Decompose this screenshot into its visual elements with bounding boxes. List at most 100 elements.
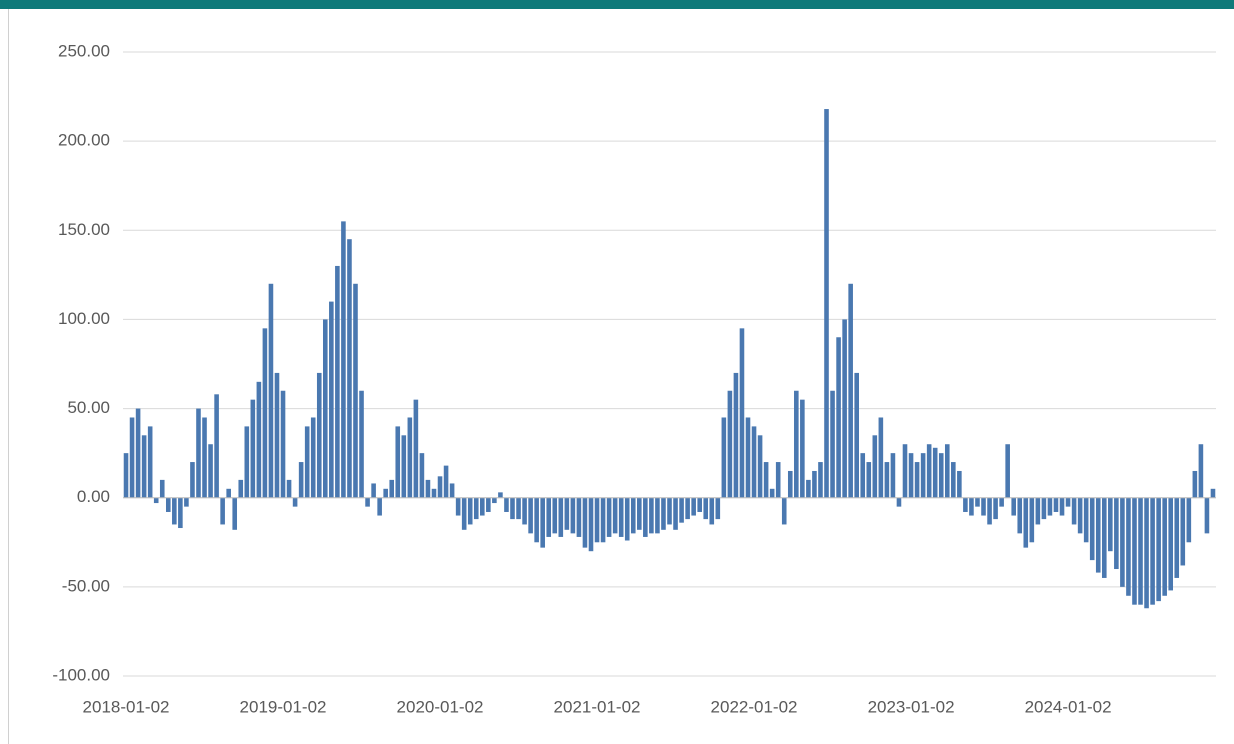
bar <box>836 337 841 498</box>
y-tick-label: 200.00 <box>58 131 110 150</box>
bar <box>655 497 660 534</box>
bar <box>926 444 932 498</box>
bar <box>944 444 950 498</box>
bar <box>709 497 715 525</box>
y-tick-label: 150.00 <box>58 220 110 239</box>
bar <box>141 435 147 498</box>
bar <box>920 453 926 498</box>
bar <box>812 470 817 498</box>
bar <box>498 492 503 498</box>
bar <box>1077 497 1083 534</box>
bar <box>987 497 992 525</box>
bar <box>323 319 328 498</box>
bar <box>129 417 135 498</box>
bar <box>280 390 286 498</box>
bar <box>365 497 370 507</box>
bar <box>606 497 612 537</box>
bar <box>1029 497 1035 543</box>
bar <box>558 497 564 537</box>
bar <box>371 483 376 498</box>
bar <box>854 372 859 498</box>
bar <box>818 462 823 498</box>
x-tick-label: 2020-01-02 <box>397 697 484 716</box>
bar <box>1138 497 1143 605</box>
bar <box>178 497 183 529</box>
bar <box>582 497 588 548</box>
bar <box>806 479 811 498</box>
bar <box>932 447 938 498</box>
bar <box>341 221 346 498</box>
bar <box>516 497 521 520</box>
bar <box>196 408 201 498</box>
bar <box>449 483 455 498</box>
bar <box>570 497 576 534</box>
bar <box>649 497 654 534</box>
x-tick-label: 2024-01-02 <box>1025 697 1112 716</box>
bar <box>576 497 582 537</box>
bar <box>232 497 238 530</box>
bar <box>751 426 757 498</box>
bar <box>202 417 207 498</box>
bar <box>546 497 552 537</box>
bar <box>461 497 467 530</box>
bar <box>552 497 558 534</box>
bar <box>298 462 304 498</box>
bar <box>679 497 684 523</box>
bar <box>999 497 1004 507</box>
bar <box>335 265 340 498</box>
bar <box>329 301 334 498</box>
bar <box>419 453 425 498</box>
bar <box>914 462 920 498</box>
bar <box>667 497 672 525</box>
bar <box>1083 497 1089 543</box>
bar <box>504 497 509 512</box>
bar <box>1186 497 1192 543</box>
bar <box>1198 444 1204 498</box>
bar <box>123 453 129 498</box>
x-tick-label: 2022-01-02 <box>711 697 798 716</box>
bar <box>1065 497 1071 507</box>
bar <box>214 394 219 498</box>
bar <box>268 283 274 498</box>
bar <box>1168 497 1174 591</box>
bar <box>775 462 781 498</box>
bar <box>135 408 141 498</box>
bar <box>787 470 793 498</box>
x-tick-label: 2018-01-02 <box>83 697 170 716</box>
bar <box>208 444 213 498</box>
bar <box>588 497 594 552</box>
bar <box>1011 497 1016 516</box>
bar <box>1101 497 1107 578</box>
bar <box>963 497 968 512</box>
bar <box>1156 497 1161 602</box>
bar <box>359 390 364 498</box>
bar <box>413 399 419 498</box>
bar <box>1210 488 1216 498</box>
bar <box>739 328 745 498</box>
bar <box>1126 497 1131 596</box>
bar <box>890 453 896 498</box>
y-tick-label: 250.00 <box>58 41 110 60</box>
bar <box>661 497 666 530</box>
bar <box>147 426 153 498</box>
bar <box>437 476 443 498</box>
bar <box>975 497 980 507</box>
bar <box>165 497 171 512</box>
bar <box>600 497 606 543</box>
bar <box>153 497 159 504</box>
bar <box>769 488 775 498</box>
bar <box>860 453 866 498</box>
bar <box>1108 497 1113 552</box>
y-tick-label: -50.00 <box>62 576 110 595</box>
bar <box>830 390 835 498</box>
top-bar <box>0 0 1234 9</box>
bar <box>455 497 461 516</box>
bar <box>1089 497 1095 561</box>
y-tick-label: 0.00 <box>77 487 110 506</box>
bar <box>1120 497 1125 587</box>
bar <box>220 497 225 525</box>
bar <box>757 435 763 498</box>
bar <box>594 497 600 543</box>
bar <box>643 497 648 537</box>
bar <box>727 390 733 498</box>
